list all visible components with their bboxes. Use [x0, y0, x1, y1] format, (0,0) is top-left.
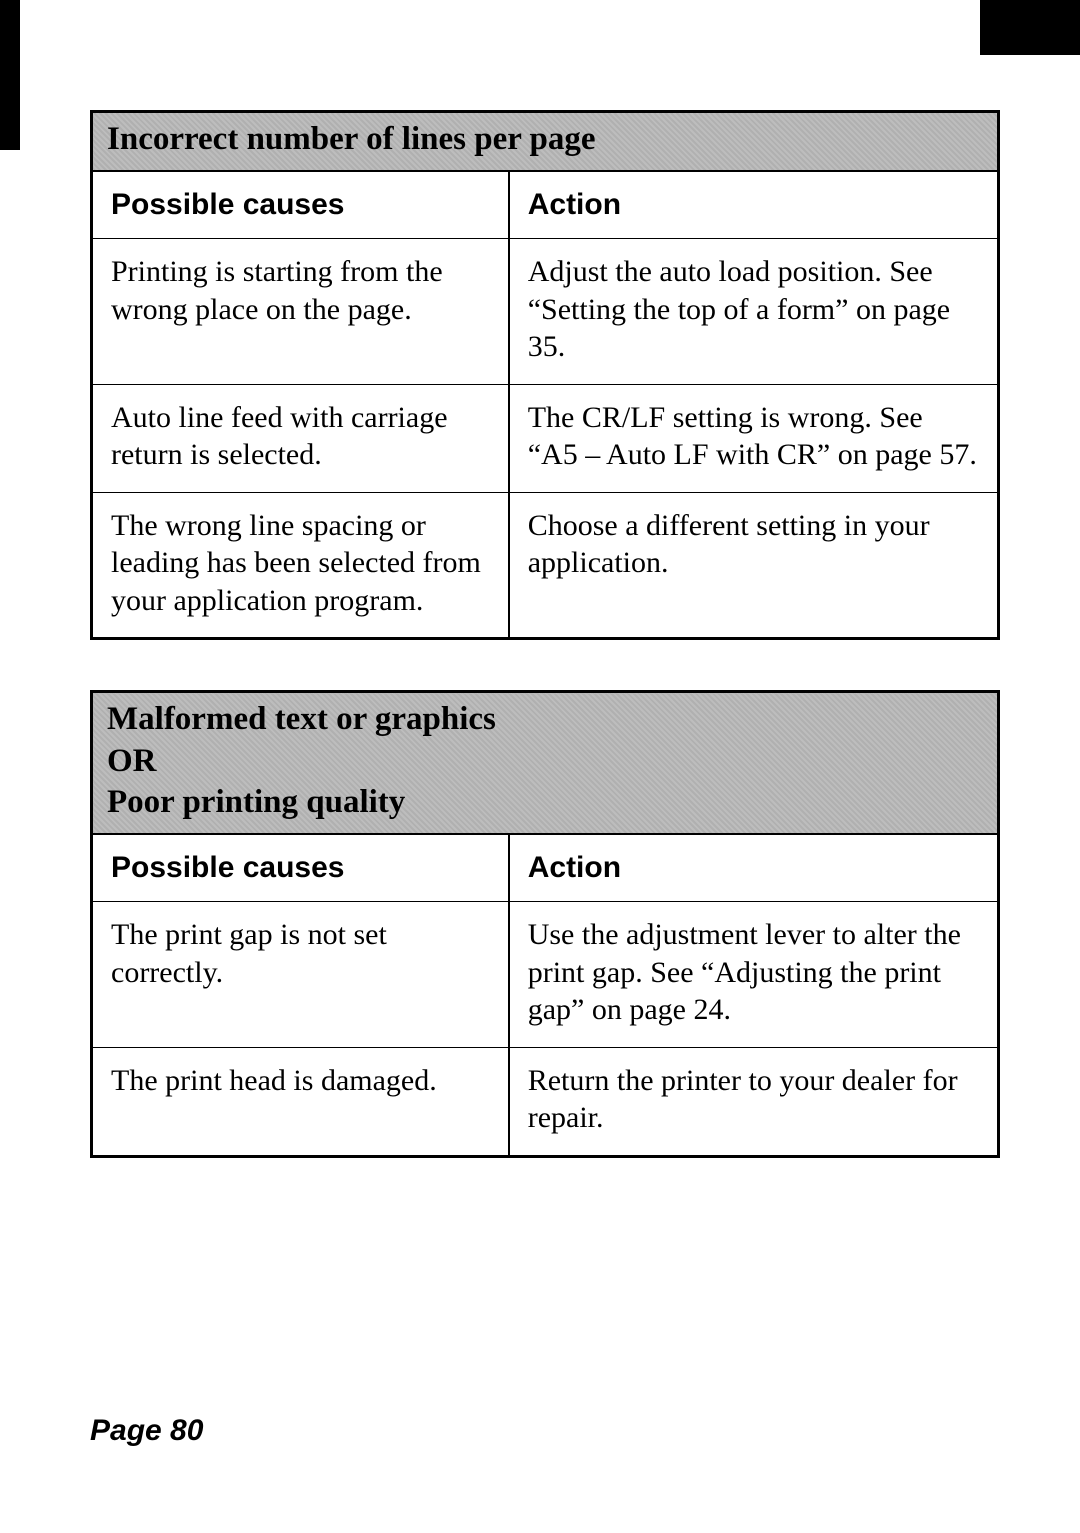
table-row: Printing is starting from the wrong plac…	[92, 239, 999, 385]
table-1-col-causes: Possible causes	[92, 171, 509, 239]
cause-cell: The wrong line spacing or leading has be…	[92, 492, 509, 639]
page-number: Page 80	[90, 1414, 203, 1448]
table-1-title: Incorrect number of lines per page	[92, 112, 999, 172]
table-1-header-row: Possible causes Action	[92, 171, 999, 239]
table-row: Auto line feed with carriage return is s…	[92, 384, 999, 492]
action-cell: Use the adjustment lever to alter the pr…	[509, 902, 999, 1048]
troubleshoot-table-2: Malformed text or graphicsORPoor printin…	[90, 690, 1000, 1157]
action-cell: Adjust the auto load position. See “Sett…	[509, 239, 999, 385]
table-row: The print head is damaged. Return the pr…	[92, 1047, 999, 1156]
cause-cell: Printing is starting from the wrong plac…	[92, 239, 509, 385]
page-container: Incorrect number of lines per page Possi…	[0, 0, 1080, 1533]
table-row: The print gap is not set correctly. Use …	[92, 902, 999, 1048]
action-cell: Choose a different setting in your appli…	[509, 492, 999, 639]
right-black-tab	[980, 0, 1080, 55]
table-2-title: Malformed text or graphicsORPoor printin…	[92, 692, 999, 834]
table-1-col-action: Action	[509, 171, 999, 239]
table-1-title-row: Incorrect number of lines per page	[92, 112, 999, 172]
table-2-col-action: Action	[509, 834, 999, 902]
table-2-title-row: Malformed text or graphicsORPoor printin…	[92, 692, 999, 834]
left-black-tab	[0, 0, 20, 150]
action-cell: The CR/LF setting is wrong. See “A5 – Au…	[509, 384, 999, 492]
cause-cell: Auto line feed with carriage return is s…	[92, 384, 509, 492]
table-row: The wrong line spacing or leading has be…	[92, 492, 999, 639]
cause-cell: The print head is damaged.	[92, 1047, 509, 1156]
troubleshoot-table-1: Incorrect number of lines per page Possi…	[90, 110, 1000, 640]
table-2-header-row: Possible causes Action	[92, 834, 999, 902]
action-cell: Return the printer to your dealer for re…	[509, 1047, 999, 1156]
table-2-col-causes: Possible causes	[92, 834, 509, 902]
cause-cell: The print gap is not set correctly.	[92, 902, 509, 1048]
